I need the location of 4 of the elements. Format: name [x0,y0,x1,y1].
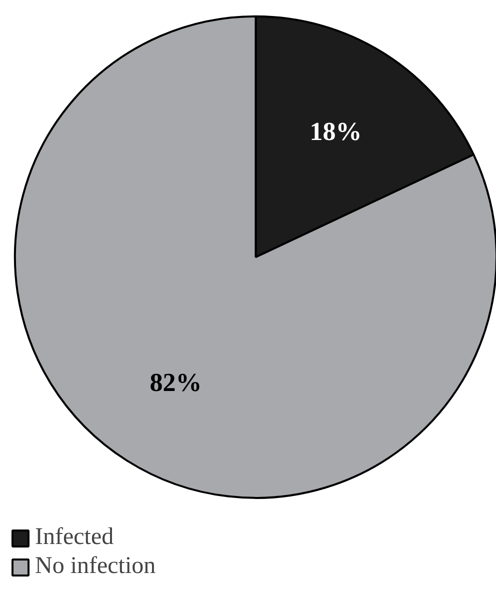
data-label: 82% [150,368,202,398]
legend-label: Infected [35,524,114,551]
legend-label: No infection [35,553,156,580]
data-label: 18% [310,117,362,146]
